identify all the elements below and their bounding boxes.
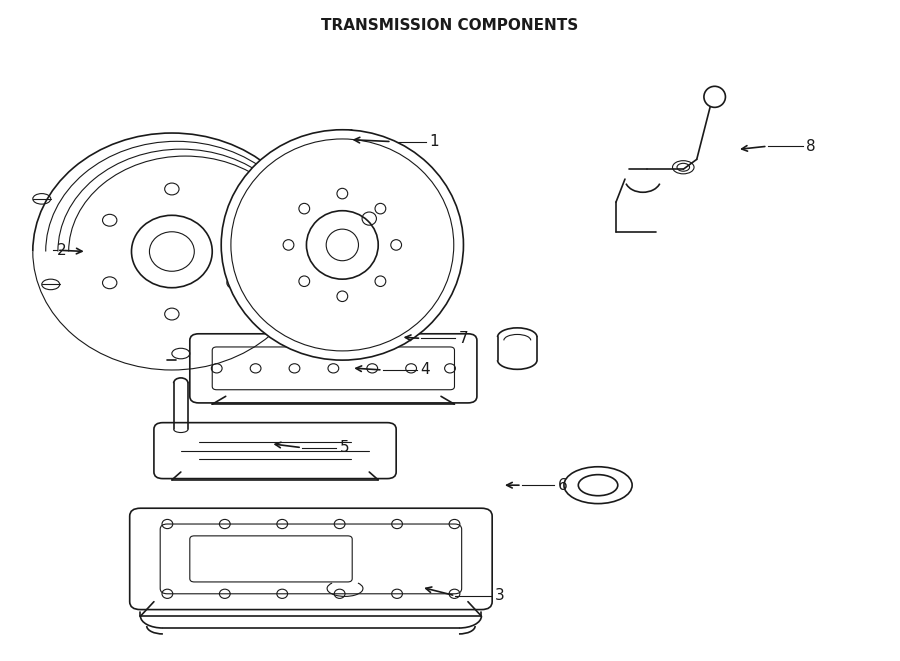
Ellipse shape [306,211,378,279]
FancyBboxPatch shape [190,334,477,403]
Text: 6: 6 [558,478,567,492]
Text: 8: 8 [806,139,815,154]
FancyBboxPatch shape [130,508,492,609]
FancyBboxPatch shape [154,422,396,479]
Ellipse shape [131,215,212,288]
Text: 7: 7 [459,331,469,346]
Ellipse shape [579,475,617,496]
Text: 4: 4 [420,362,430,377]
Text: TRANSMISSION COMPONENTS: TRANSMISSION COMPONENTS [321,18,579,33]
Ellipse shape [564,467,632,504]
Text: 2: 2 [57,243,67,258]
Ellipse shape [704,87,725,107]
Text: 5: 5 [339,440,349,455]
Text: 1: 1 [429,134,439,149]
Ellipse shape [221,130,464,360]
Text: 3: 3 [495,588,505,603]
